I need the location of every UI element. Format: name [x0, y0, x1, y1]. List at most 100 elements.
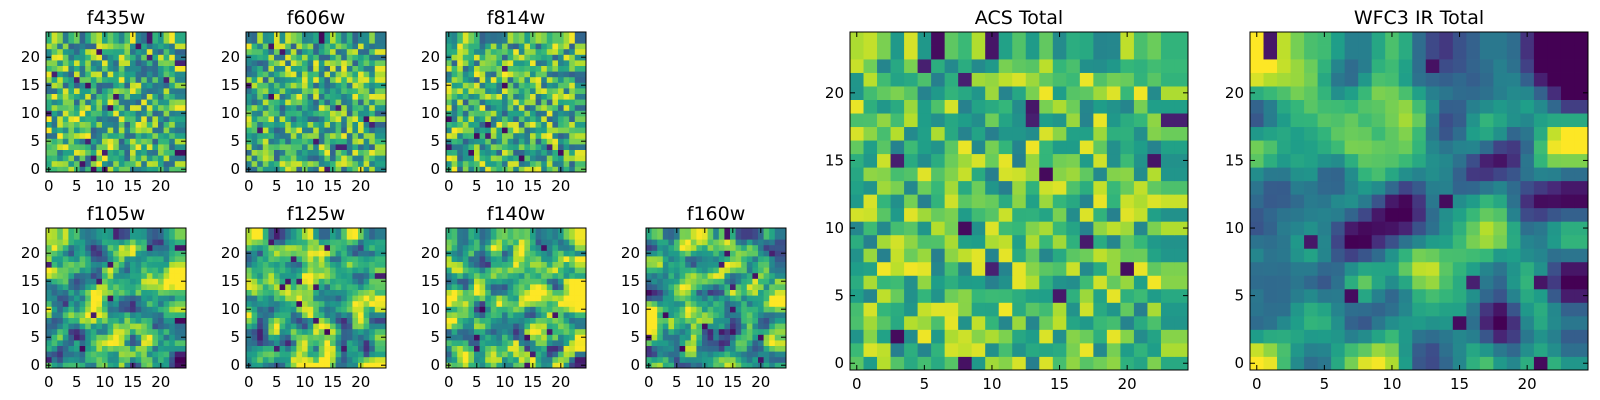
heatmap-cell [468, 149, 475, 156]
heatmap-cell [380, 323, 387, 330]
heatmap-cell [752, 340, 759, 346]
heatmap-cell [113, 127, 120, 134]
heatmap-cell [904, 302, 918, 317]
heatmap-cell [118, 43, 125, 50]
heatmap-cell [335, 250, 342, 257]
y-tick-label: 15 [421, 76, 440, 94]
heatmap-cell [1039, 275, 1054, 290]
heatmap-cell [262, 110, 269, 117]
heatmap-cell [546, 267, 553, 274]
heatmap-cell [141, 278, 148, 285]
x-tick-label: 5 [472, 177, 482, 195]
heatmap-cell [358, 127, 364, 134]
heatmap-cell [146, 340, 153, 346]
heatmap-cell [462, 334, 469, 341]
heatmap-cell [96, 250, 103, 257]
heatmap-cell [369, 76, 376, 83]
heatmap-cell [141, 300, 148, 307]
heatmap-cell [485, 88, 492, 94]
heatmap-cell [158, 116, 164, 122]
heatmap-cell [279, 71, 286, 78]
heatmap-cell [102, 54, 108, 61]
heatmap-cell [657, 261, 664, 268]
heatmap-cell [79, 144, 86, 150]
heatmap-cell [457, 155, 464, 162]
heatmap-cell [580, 76, 587, 83]
heatmap-cell [690, 278, 697, 285]
heatmap-cell [679, 244, 686, 251]
heatmap-cell [546, 93, 553, 100]
heatmap-cell [74, 272, 80, 279]
heatmap-cell [251, 317, 258, 324]
heatmap-cell [863, 342, 878, 357]
heatmap-cell [102, 261, 108, 268]
heatmap-cell [257, 99, 264, 106]
heatmap-cell [917, 261, 932, 276]
heatmap-cell [690, 261, 697, 268]
heatmap-cell [735, 306, 742, 313]
heatmap-cell [490, 228, 497, 234]
heatmap-cell [307, 340, 314, 346]
heatmap-cell [57, 155, 64, 162]
heatmap-cell [302, 244, 308, 251]
heatmap-cell [479, 48, 486, 55]
heatmap-cell [352, 138, 359, 145]
heatmap-cell [174, 328, 181, 335]
heatmap-cell [79, 295, 86, 302]
heatmap-cell [90, 261, 97, 268]
heatmap-cell [496, 166, 503, 173]
heatmap-cell [363, 289, 370, 296]
heatmap-cell [546, 340, 553, 346]
heatmap-cell [524, 138, 531, 145]
heatmap-cell [758, 278, 764, 285]
heatmap-cell [358, 110, 364, 117]
heatmap-cell [57, 362, 64, 369]
heatmap-cell [1025, 153, 1040, 168]
heatmap-cell [57, 272, 64, 279]
heatmap-cell [285, 104, 292, 111]
y-tick-label: 20 [221, 244, 240, 262]
heatmap-cell [563, 71, 570, 78]
heatmap-cell [74, 289, 80, 296]
heatmap-cell [318, 99, 325, 106]
heatmap-cell [490, 328, 497, 335]
heatmap-cell [558, 256, 564, 262]
heatmap-cell [696, 289, 703, 296]
heatmap-cell [718, 256, 725, 262]
heatmap-cell [931, 329, 946, 344]
heatmap-cell [679, 278, 686, 285]
heatmap-cell [696, 250, 703, 257]
heatmap-cell [279, 317, 286, 324]
heatmap-cell [998, 261, 1013, 276]
heatmap-cell [262, 116, 269, 122]
heatmap-cell [341, 110, 348, 117]
heatmap-cell [307, 250, 314, 257]
heatmap-cell [574, 250, 581, 257]
heatmap-cell [1174, 180, 1189, 195]
heatmap-cell [446, 160, 452, 167]
heatmap-cell [124, 88, 131, 94]
heatmap-cell [535, 116, 542, 122]
heatmap-cell [462, 244, 469, 251]
heatmap-cell [51, 289, 58, 296]
x-tick-label: 0 [244, 373, 254, 391]
heatmap-cell [363, 239, 370, 246]
heatmap-cell [474, 43, 480, 50]
heatmap-cell [113, 328, 120, 335]
heatmap-cell [530, 121, 536, 128]
heatmap-cell [135, 132, 142, 139]
heatmap-cell [324, 76, 331, 83]
heatmap-cell [68, 239, 75, 246]
heatmap-cell [574, 323, 581, 330]
heatmap-cell [552, 317, 559, 324]
heatmap-cell [57, 65, 64, 72]
heatmap-cell [917, 315, 932, 330]
heatmap-cell [51, 99, 58, 106]
heatmap-cell [90, 65, 97, 72]
heatmap-cell [446, 76, 452, 83]
heatmap-cell [904, 261, 918, 276]
heatmap-cell [274, 121, 280, 128]
heatmap-cell [46, 132, 52, 139]
heatmap-cell [268, 71, 275, 78]
heatmap-cell [468, 155, 475, 162]
